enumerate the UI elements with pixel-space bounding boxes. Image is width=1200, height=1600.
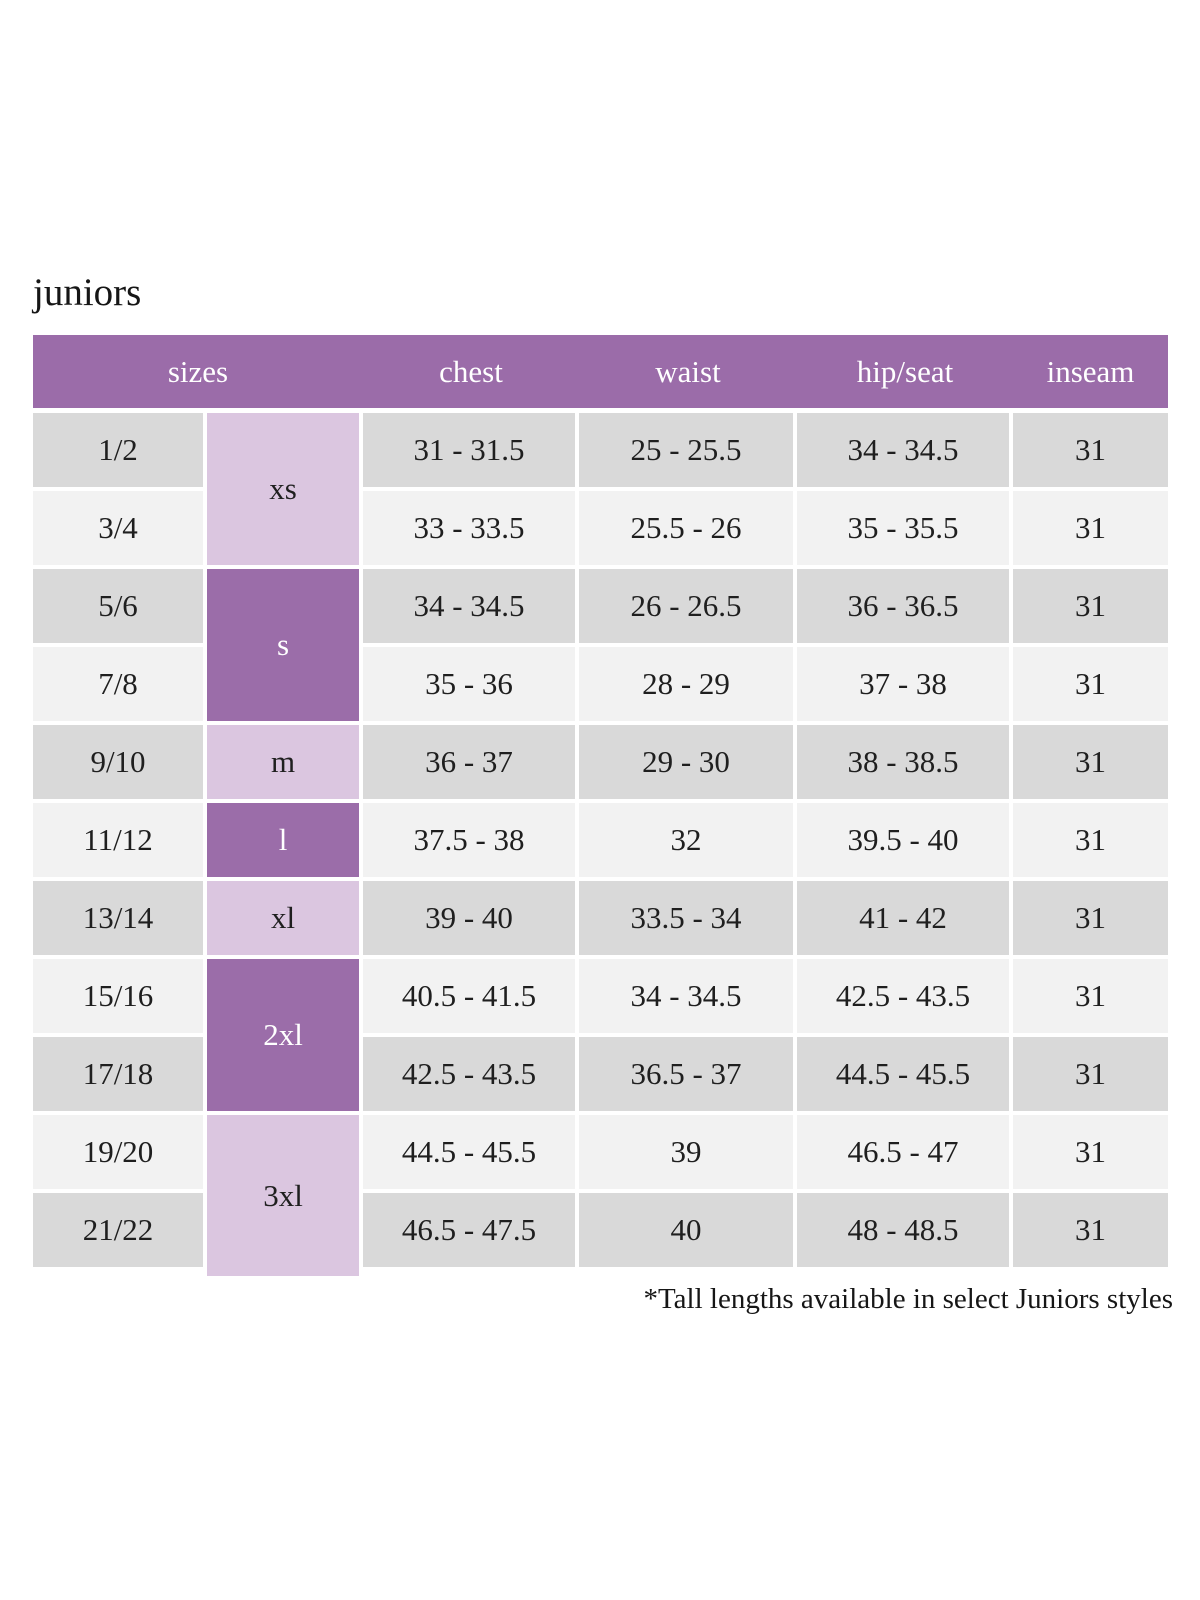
chest-cell: 34 - 34.5: [363, 569, 575, 643]
waist-cell: 26 - 26.5: [579, 569, 793, 643]
hip-seat-cell: 36 - 36.5: [797, 569, 1009, 643]
hip-seat-cell: 38 - 38.5: [797, 725, 1009, 799]
inseam-cell: 31: [1013, 413, 1168, 487]
waist-cell: 40: [579, 1193, 793, 1267]
size-cell: 15/16: [33, 959, 203, 1033]
inseam-cell: 31: [1013, 647, 1168, 721]
header-hip-seat: hip/seat: [856, 353, 954, 389]
hip-seat-cell: 46.5 - 47: [797, 1115, 1009, 1189]
waist-cell: 28 - 29: [579, 647, 793, 721]
inseam-cell: 31: [1013, 725, 1168, 799]
size-cell: 11/12: [33, 803, 203, 877]
inseam-cell: 31: [1013, 569, 1168, 643]
header-waist: waist: [655, 353, 721, 389]
waist-cell: 33.5 - 34: [579, 881, 793, 955]
header-inseam: inseam: [1046, 353, 1135, 389]
size-cell: 13/14: [33, 881, 203, 955]
size-group-cell-l: l: [207, 803, 359, 877]
header-sizes: sizes: [167, 353, 229, 389]
chest-cell: 36 - 37: [363, 725, 575, 799]
hip-seat-cell: 37 - 38: [797, 647, 1009, 721]
waist-cell: 25 - 25.5: [579, 413, 793, 487]
size-cell: 19/20: [33, 1115, 203, 1189]
chest-cell: 35 - 36: [363, 647, 575, 721]
hip-seat-cell: 44.5 - 45.5: [797, 1037, 1009, 1111]
chest-cell: 33 - 33.5: [363, 491, 575, 565]
waist-cell: 25.5 - 26: [579, 491, 793, 565]
header-chest: chest: [439, 353, 503, 389]
size-group-cell-xl: xl: [207, 881, 359, 955]
hip-seat-cell: 42.5 - 43.5: [797, 959, 1009, 1033]
chest-cell: 46.5 - 47.5: [363, 1193, 575, 1267]
inseam-cell: 31: [1013, 1193, 1168, 1267]
table-header-row: sizes chest waist hip/seat inseam: [33, 335, 1168, 408]
inseam-cell: 31: [1013, 881, 1168, 955]
size-group-cell-s: s: [207, 569, 359, 721]
hip-seat-cell: 41 - 42: [797, 881, 1009, 955]
table-body: xs s m l xl 2xl 3xl 1/2 31 - 31.5 25 - 2…: [33, 413, 1168, 1276]
chest-cell: 39 - 40: [363, 881, 575, 955]
hip-seat-cell: 34 - 34.5: [797, 413, 1009, 487]
chest-cell: 37.5 - 38: [363, 803, 575, 877]
size-group-cell-2xl: 2xl: [207, 959, 359, 1111]
size-cell: 17/18: [33, 1037, 203, 1111]
size-cell: 7/8: [33, 647, 203, 721]
hip-seat-cell: 48 - 48.5: [797, 1193, 1009, 1267]
footnote: *Tall lengths available in select Junior…: [643, 1283, 1173, 1315]
inseam-cell: 31: [1013, 803, 1168, 877]
hip-seat-cell: 35 - 35.5: [797, 491, 1009, 565]
size-group-cell-m: m: [207, 725, 359, 799]
waist-cell: 32: [579, 803, 793, 877]
inseam-cell: 31: [1013, 1037, 1168, 1111]
chest-cell: 44.5 - 45.5: [363, 1115, 575, 1189]
inseam-cell: 31: [1013, 1115, 1168, 1189]
juniors-size-table: sizes chest waist hip/seat inseam xs s m…: [33, 335, 1168, 1276]
size-cell: 9/10: [33, 725, 203, 799]
inseam-cell: 31: [1013, 959, 1168, 1033]
size-group-cell-3xl: 3xl: [207, 1115, 359, 1276]
waist-cell: 34 - 34.5: [579, 959, 793, 1033]
inseam-cell: 31: [1013, 491, 1168, 565]
hip-seat-cell: 39.5 - 40: [797, 803, 1009, 877]
page-title: juniors: [33, 271, 142, 314]
waist-cell: 36.5 - 37: [579, 1037, 793, 1111]
chest-cell: 31 - 31.5: [363, 413, 575, 487]
size-cell: 3/4: [33, 491, 203, 565]
size-cell: 21/22: [33, 1193, 203, 1267]
size-group-cell-xs: xs: [207, 413, 359, 565]
chest-cell: 42.5 - 43.5: [363, 1037, 575, 1111]
waist-cell: 29 - 30: [579, 725, 793, 799]
chest-cell: 40.5 - 41.5: [363, 959, 575, 1033]
size-cell: 1/2: [33, 413, 203, 487]
waist-cell: 39: [579, 1115, 793, 1189]
size-cell: 5/6: [33, 569, 203, 643]
